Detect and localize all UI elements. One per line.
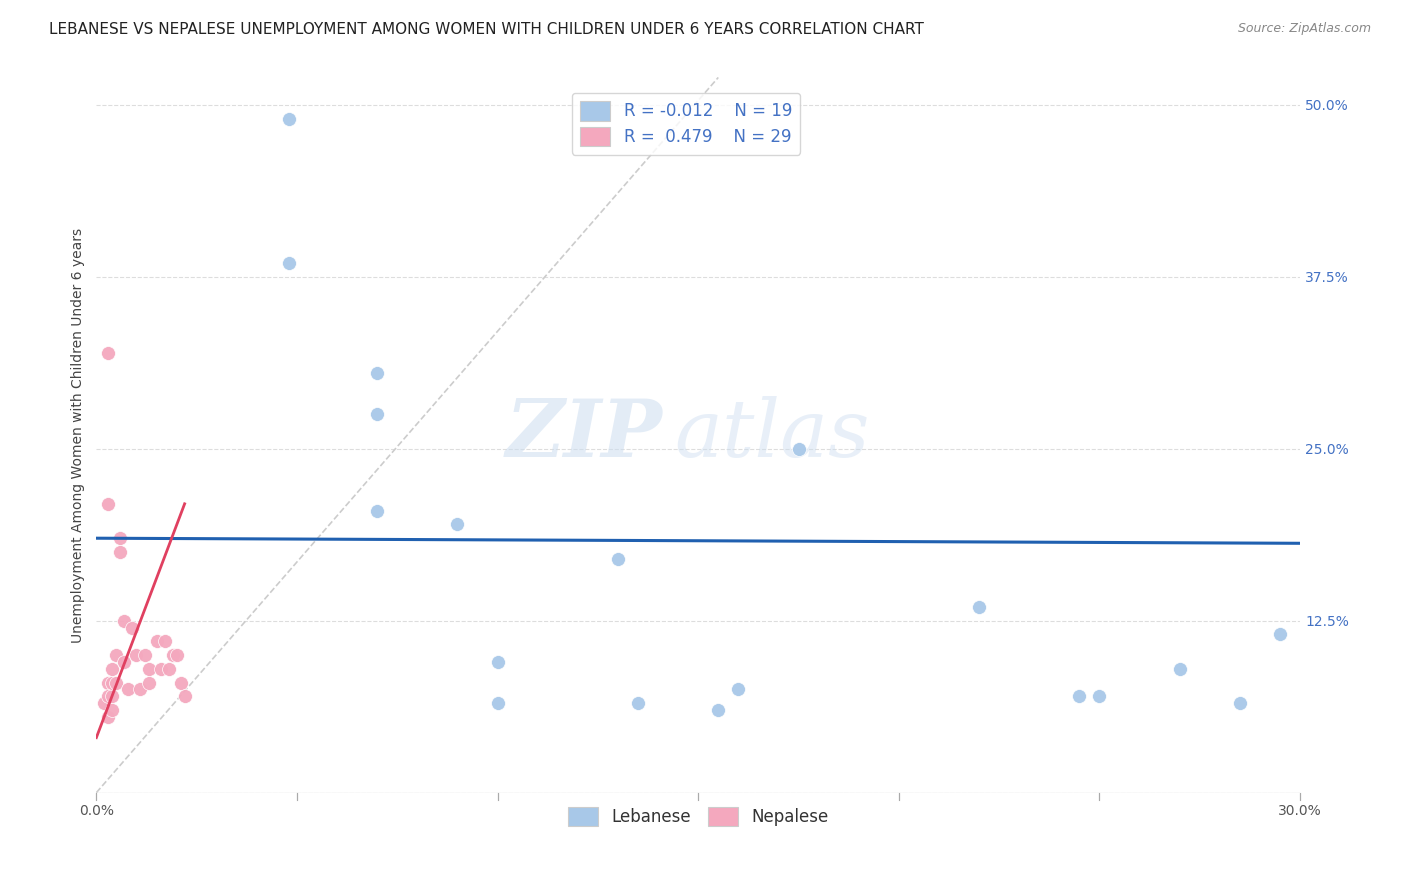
Text: LEBANESE VS NEPALESE UNEMPLOYMENT AMONG WOMEN WITH CHILDREN UNDER 6 YEARS CORREL: LEBANESE VS NEPALESE UNEMPLOYMENT AMONG … xyxy=(49,22,924,37)
Point xyxy=(727,682,749,697)
Point xyxy=(157,662,180,676)
Point xyxy=(162,648,184,662)
Point xyxy=(97,690,120,704)
Point xyxy=(97,710,120,724)
Point xyxy=(134,648,156,662)
Point xyxy=(105,648,128,662)
Point xyxy=(1088,690,1111,704)
Point xyxy=(149,662,172,676)
Point xyxy=(1168,662,1191,676)
Point xyxy=(97,345,120,359)
Point xyxy=(138,675,160,690)
Point xyxy=(707,703,730,717)
Point xyxy=(97,497,120,511)
Point xyxy=(93,696,115,710)
Point xyxy=(486,655,509,669)
Text: ZIP: ZIP xyxy=(505,396,662,474)
Point xyxy=(110,531,132,545)
Point xyxy=(366,408,388,422)
Legend: Lebanese, Nepalese: Lebanese, Nepalese xyxy=(560,798,837,834)
Point xyxy=(125,648,148,662)
Point xyxy=(101,703,124,717)
Point xyxy=(366,504,388,518)
Point xyxy=(278,256,301,270)
Text: Source: ZipAtlas.com: Source: ZipAtlas.com xyxy=(1237,22,1371,36)
Point xyxy=(278,112,301,126)
Point xyxy=(169,675,191,690)
Point xyxy=(101,690,124,704)
Point xyxy=(114,614,136,628)
Point xyxy=(446,517,468,532)
Point xyxy=(110,545,132,559)
Point xyxy=(1229,696,1251,710)
Point xyxy=(166,648,188,662)
Point xyxy=(607,551,630,566)
Point xyxy=(967,599,990,614)
Point xyxy=(366,366,388,380)
Point xyxy=(1069,690,1091,704)
Point xyxy=(101,662,124,676)
Point xyxy=(101,675,124,690)
Point xyxy=(627,696,650,710)
Point xyxy=(173,690,195,704)
Point xyxy=(121,621,143,635)
Point xyxy=(787,442,810,456)
Point xyxy=(97,675,120,690)
Point xyxy=(138,662,160,676)
Point xyxy=(486,696,509,710)
Point xyxy=(114,655,136,669)
Y-axis label: Unemployment Among Women with Children Under 6 years: Unemployment Among Women with Children U… xyxy=(72,227,86,642)
Text: atlas: atlas xyxy=(673,396,869,474)
Point xyxy=(145,634,167,648)
Point xyxy=(1268,627,1291,641)
Point xyxy=(117,682,139,697)
Point xyxy=(153,634,176,648)
Point xyxy=(129,682,152,697)
Point xyxy=(105,675,128,690)
